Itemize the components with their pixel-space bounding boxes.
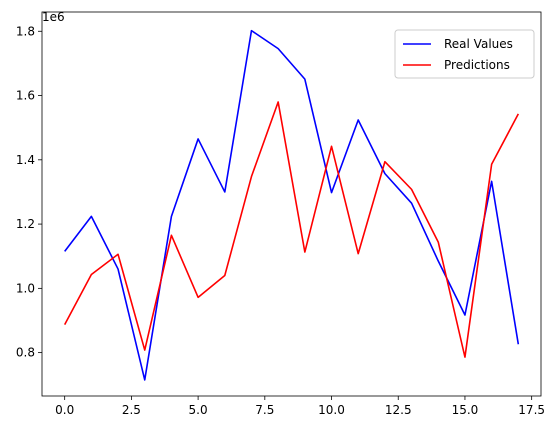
y-tick-label: 0.8	[16, 346, 35, 360]
series-line-predictions	[63, 101, 520, 358]
x-tick-label: 17.5	[518, 403, 545, 417]
axes-frame	[41, 11, 542, 397]
x-tick-label: 15.0	[452, 403, 479, 417]
x-tick-label: 12.5	[385, 403, 412, 417]
legend-entry: Real Values	[444, 37, 513, 51]
y-tick-label: 1.8	[16, 24, 35, 38]
x-tick-label: 0.0	[55, 403, 74, 417]
x-tick-label: 10.0	[318, 403, 345, 417]
x-tick-label: 7.5	[255, 403, 274, 417]
legend-entry: Predictions	[444, 58, 510, 72]
legend: Real Values Predictions	[394, 29, 535, 79]
y-tick-label: 1.2	[16, 217, 35, 231]
series-line-real-values	[64, 29, 520, 381]
x-tick-label: 2.5	[122, 403, 141, 417]
y-tick-label: 1.4	[16, 153, 35, 167]
y-axis-offset-label: 1e6	[42, 10, 65, 24]
legend-box	[394, 29, 535, 79]
plot-area: 0.0 2.5 5.0 7.5 10.0 12.5 15.0 17.5 0.8 1.0 1.2 1.4…	[16, 11, 545, 417]
x-tick-label: 5.0	[189, 403, 208, 417]
y-tick-label: 1.6	[16, 89, 35, 103]
y-tick-label: 1.0	[16, 281, 35, 295]
